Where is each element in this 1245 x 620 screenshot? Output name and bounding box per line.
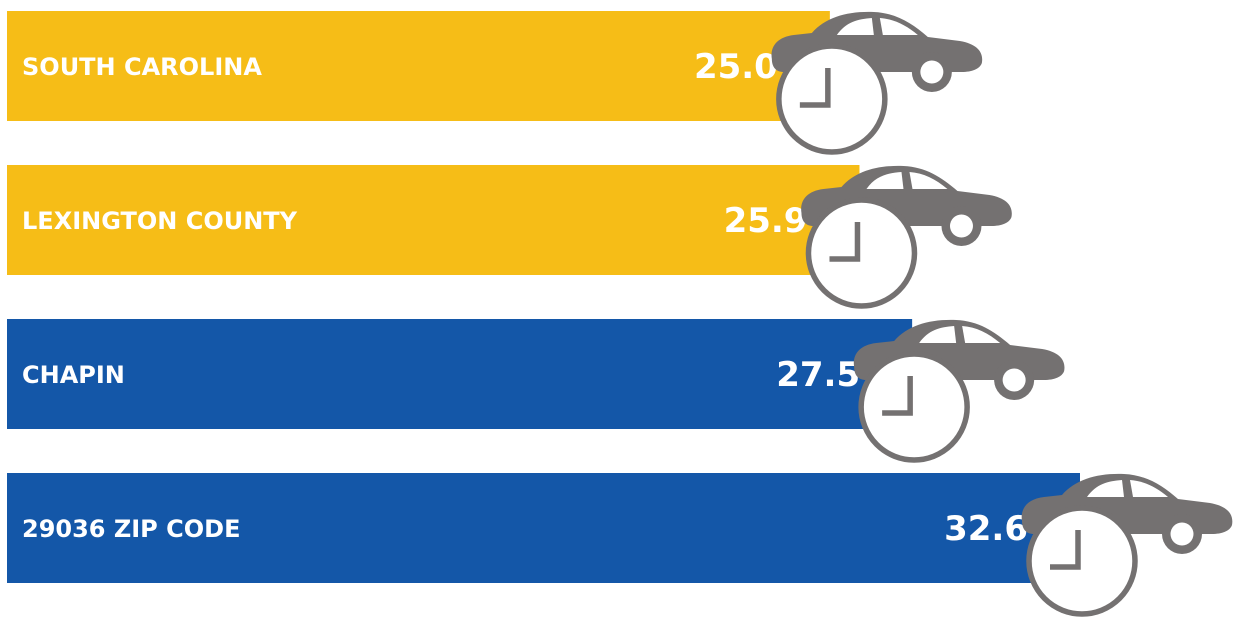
bar-value-label: 27.5: [776, 355, 860, 395]
bar: [7, 319, 913, 429]
bar-category-label: SOUTH CAROLINA: [22, 53, 262, 81]
bar-category-label: 29036 ZIP CODE: [22, 515, 240, 543]
bar-group: LEXINGTON COUNTY 25.9: [7, 165, 1012, 306]
bar-value-label: 32.6: [944, 509, 1028, 549]
bar: [7, 473, 1080, 583]
bar-value-label: 25.0: [694, 47, 778, 87]
bar: [7, 11, 830, 121]
bar-group: 29036 ZIP CODE 32.6: [7, 473, 1232, 614]
bar-category-label: LEXINGTON COUNTY: [22, 207, 298, 235]
bar-group: CHAPIN 27.5: [7, 319, 1064, 460]
bar-category-label: CHAPIN: [22, 361, 125, 389]
bar-group: SOUTH CAROLINA 25.0: [7, 11, 982, 152]
bar-value-label: 25.9: [724, 201, 808, 241]
bar: [7, 165, 860, 275]
